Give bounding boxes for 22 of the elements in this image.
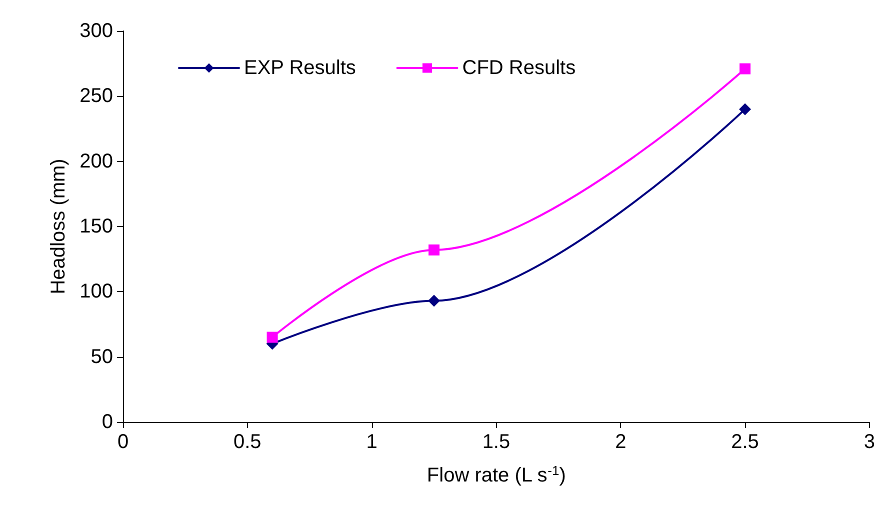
point	[428, 294, 440, 307]
x-tick-label: 2.5	[731, 431, 759, 453]
y-tick-label: 0	[102, 411, 113, 433]
x-tick-label: 2	[615, 431, 626, 453]
point	[428, 244, 440, 256]
x-tick-label: 0	[117, 431, 129, 453]
x-tick-label: 0.5	[234, 431, 262, 453]
point	[739, 103, 752, 116]
y-tick-label: 50	[90, 346, 113, 368]
y-tick-label: 250	[80, 85, 113, 108]
y-axis-title: Headloss (mm)	[48, 158, 70, 294]
legend-label: CFD Results	[462, 57, 576, 79]
x-tick-label: 3	[864, 431, 875, 453]
y-tick-label: 200	[80, 150, 113, 172]
y-tick-label: 300	[80, 20, 113, 42]
x-tick-label: 1	[366, 431, 378, 453]
x-tick-label: 1.5	[482, 431, 510, 453]
y-tick-label: 100	[80, 280, 113, 303]
point	[740, 63, 751, 74]
y-tick-label: 150	[80, 216, 113, 238]
legend-label: EXP Results	[244, 57, 356, 79]
point	[266, 332, 278, 343]
